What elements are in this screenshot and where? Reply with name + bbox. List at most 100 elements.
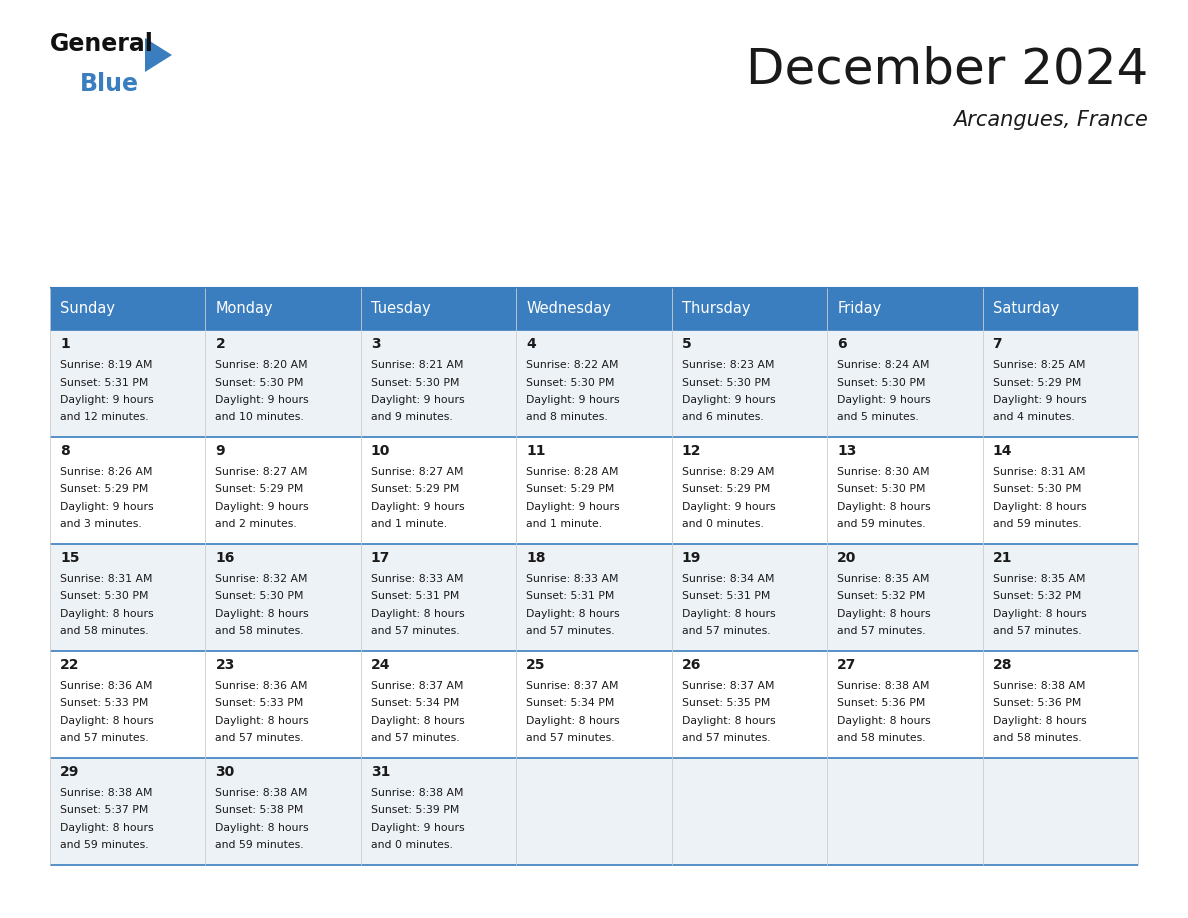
Text: Sunset: 5:31 PM: Sunset: 5:31 PM [61, 377, 148, 387]
Text: Sunset: 5:36 PM: Sunset: 5:36 PM [838, 699, 925, 709]
Text: 7: 7 [992, 337, 1003, 351]
Text: Daylight: 8 hours: Daylight: 8 hours [61, 823, 153, 833]
Text: Sunrise: 8:23 AM: Sunrise: 8:23 AM [682, 360, 775, 370]
Text: Sunset: 5:30 PM: Sunset: 5:30 PM [61, 591, 148, 601]
Text: Sunrise: 8:38 AM: Sunrise: 8:38 AM [838, 681, 930, 691]
Text: Daylight: 9 hours: Daylight: 9 hours [371, 823, 465, 833]
Text: and 8 minutes.: and 8 minutes. [526, 412, 608, 422]
Text: Daylight: 9 hours: Daylight: 9 hours [215, 502, 309, 512]
Text: 3: 3 [371, 337, 380, 351]
Text: Sunset: 5:29 PM: Sunset: 5:29 PM [526, 485, 614, 495]
Text: 24: 24 [371, 658, 391, 672]
Bar [50, 288, 206, 330]
Text: 21: 21 [992, 551, 1012, 565]
Text: and 2 minutes.: and 2 minutes. [215, 520, 297, 530]
Text: 9: 9 [215, 444, 225, 458]
Text: Sunrise: 8:34 AM: Sunrise: 8:34 AM [682, 574, 775, 584]
Text: 23: 23 [215, 658, 235, 672]
Text: Sunset: 5:38 PM: Sunset: 5:38 PM [215, 805, 304, 815]
Text: Sunset: 5:37 PM: Sunset: 5:37 PM [61, 805, 148, 815]
Text: Daylight: 8 hours: Daylight: 8 hours [215, 609, 309, 619]
Text: and 59 minutes.: and 59 minutes. [838, 520, 925, 530]
Text: 2: 2 [215, 337, 226, 351]
Bar [827, 288, 982, 330]
Text: and 57 minutes.: and 57 minutes. [371, 733, 460, 744]
Bar [50, 437, 1138, 544]
Text: Daylight: 9 hours: Daylight: 9 hours [215, 395, 309, 405]
Text: Sunset: 5:31 PM: Sunset: 5:31 PM [526, 591, 614, 601]
Text: Sunset: 5:32 PM: Sunset: 5:32 PM [838, 591, 925, 601]
Text: General: General [50, 32, 154, 56]
Text: Sunset: 5:34 PM: Sunset: 5:34 PM [526, 699, 614, 709]
Text: Sunrise: 8:37 AM: Sunrise: 8:37 AM [526, 681, 619, 691]
Text: and 58 minutes.: and 58 minutes. [61, 626, 148, 636]
Text: Wednesday: Wednesday [526, 301, 611, 317]
Text: Sunset: 5:30 PM: Sunset: 5:30 PM [682, 377, 770, 387]
Text: 17: 17 [371, 551, 390, 565]
Text: Daylight: 8 hours: Daylight: 8 hours [838, 609, 930, 619]
Text: Sunset: 5:35 PM: Sunset: 5:35 PM [682, 699, 770, 709]
Text: Daylight: 9 hours: Daylight: 9 hours [682, 395, 776, 405]
Text: and 58 minutes.: and 58 minutes. [838, 733, 925, 744]
Text: Blue: Blue [80, 72, 139, 96]
Text: and 3 minutes.: and 3 minutes. [61, 520, 141, 530]
Text: Sunrise: 8:27 AM: Sunrise: 8:27 AM [371, 467, 463, 477]
Text: Sunrise: 8:38 AM: Sunrise: 8:38 AM [371, 788, 463, 798]
Text: 5: 5 [682, 337, 691, 351]
Text: and 1 minute.: and 1 minute. [371, 520, 447, 530]
Text: Daylight: 8 hours: Daylight: 8 hours [371, 716, 465, 726]
Text: Sunset: 5:30 PM: Sunset: 5:30 PM [215, 377, 304, 387]
Text: Sunset: 5:30 PM: Sunset: 5:30 PM [838, 485, 925, 495]
Text: 20: 20 [838, 551, 857, 565]
Text: Arcangues, France: Arcangues, France [953, 110, 1148, 130]
Text: 10: 10 [371, 444, 390, 458]
Text: and 57 minutes.: and 57 minutes. [992, 626, 1081, 636]
Text: Daylight: 8 hours: Daylight: 8 hours [682, 609, 776, 619]
Text: Daylight: 8 hours: Daylight: 8 hours [992, 716, 1086, 726]
Text: Sunrise: 8:31 AM: Sunrise: 8:31 AM [61, 574, 152, 584]
Text: Daylight: 9 hours: Daylight: 9 hours [526, 502, 620, 512]
Text: December 2024: December 2024 [746, 45, 1148, 93]
Text: Sunrise: 8:26 AM: Sunrise: 8:26 AM [61, 467, 152, 477]
Text: Sunset: 5:33 PM: Sunset: 5:33 PM [61, 699, 148, 709]
Text: Daylight: 8 hours: Daylight: 8 hours [526, 609, 620, 619]
Bar [206, 288, 361, 330]
Text: Sunrise: 8:31 AM: Sunrise: 8:31 AM [992, 467, 1085, 477]
Text: Sunrise: 8:21 AM: Sunrise: 8:21 AM [371, 360, 463, 370]
Text: 26: 26 [682, 658, 701, 672]
Text: and 58 minutes.: and 58 minutes. [992, 733, 1081, 744]
Text: Sunrise: 8:36 AM: Sunrise: 8:36 AM [61, 681, 152, 691]
Text: Sunrise: 8:38 AM: Sunrise: 8:38 AM [215, 788, 308, 798]
Bar [50, 330, 1138, 437]
Text: 28: 28 [992, 658, 1012, 672]
Text: and 10 minutes.: and 10 minutes. [215, 412, 304, 422]
Text: Sunrise: 8:33 AM: Sunrise: 8:33 AM [371, 574, 463, 584]
Text: Sunrise: 8:28 AM: Sunrise: 8:28 AM [526, 467, 619, 477]
Text: Daylight: 8 hours: Daylight: 8 hours [371, 609, 465, 619]
Text: and 57 minutes.: and 57 minutes. [526, 626, 615, 636]
Text: Sunset: 5:30 PM: Sunset: 5:30 PM [526, 377, 614, 387]
Text: Daylight: 8 hours: Daylight: 8 hours [526, 716, 620, 726]
Text: and 0 minutes.: and 0 minutes. [682, 520, 764, 530]
Text: 11: 11 [526, 444, 545, 458]
Text: Daylight: 8 hours: Daylight: 8 hours [215, 716, 309, 726]
Text: Sunset: 5:30 PM: Sunset: 5:30 PM [215, 591, 304, 601]
Text: Daylight: 8 hours: Daylight: 8 hours [682, 716, 776, 726]
Text: 19: 19 [682, 551, 701, 565]
Text: Sunset: 5:29 PM: Sunset: 5:29 PM [371, 485, 460, 495]
Text: and 59 minutes.: and 59 minutes. [61, 841, 148, 850]
Text: Daylight: 8 hours: Daylight: 8 hours [215, 823, 309, 833]
Text: Sunrise: 8:24 AM: Sunrise: 8:24 AM [838, 360, 930, 370]
Text: and 59 minutes.: and 59 minutes. [992, 520, 1081, 530]
Text: and 57 minutes.: and 57 minutes. [371, 626, 460, 636]
Text: and 57 minutes.: and 57 minutes. [682, 626, 770, 636]
Text: Thursday: Thursday [682, 301, 750, 317]
Text: Friday: Friday [838, 301, 881, 317]
Bar [50, 544, 1138, 651]
Text: Sunset: 5:34 PM: Sunset: 5:34 PM [371, 699, 460, 709]
Bar [671, 288, 827, 330]
Text: 6: 6 [838, 337, 847, 351]
Text: Sunset: 5:31 PM: Sunset: 5:31 PM [371, 591, 460, 601]
Text: 12: 12 [682, 444, 701, 458]
Text: Monday: Monday [215, 301, 273, 317]
